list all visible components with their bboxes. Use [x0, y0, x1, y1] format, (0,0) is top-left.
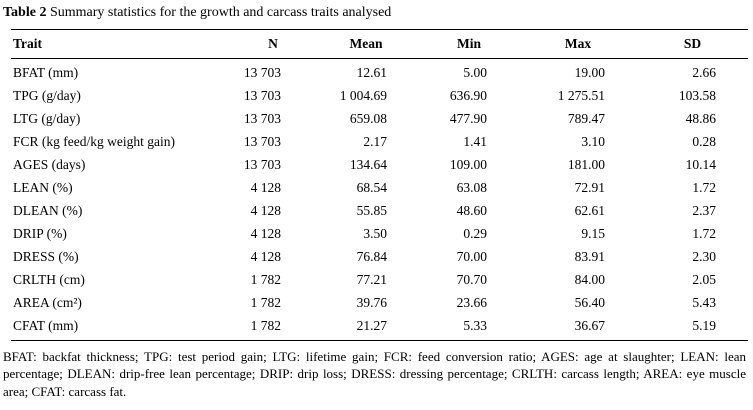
- cell-n: 4 128: [250, 203, 281, 219]
- cell-n: 1 782: [233, 314, 313, 342]
- cell-mean: 68.54: [356, 180, 387, 196]
- cell-n: 13 703: [243, 88, 281, 104]
- cell-trait: DLEAN (%): [13, 203, 83, 219]
- cell-min: 109.00: [449, 157, 487, 173]
- cell-mean: 2.17: [363, 134, 387, 150]
- cell-mean: 39.76: [356, 295, 387, 311]
- cell-min: 0.29: [463, 226, 487, 242]
- cell-sd: 48.86: [685, 111, 716, 127]
- column-header-min: Min: [419, 29, 519, 60]
- cell-trait: LTG (g/day): [13, 111, 81, 127]
- column-header-sd: SD: [637, 29, 748, 60]
- cell-mean: 134.64: [349, 157, 387, 173]
- cell-trait: FCR (kg feed/kg weight gain): [13, 134, 175, 150]
- table-row: DRESS (%) 4 128 76.84 70.00 83.91 2.30: [11, 246, 748, 269]
- table-row: CFAT (mm) 1 782 21.27 5.33 36.67 5.19: [11, 314, 748, 342]
- cell-n: 13 703: [243, 65, 281, 81]
- table-row: LEAN (%) 4 128 68.54 63.08 72.91 1.72: [11, 177, 748, 200]
- cell-n: 13 703: [243, 134, 281, 150]
- cell-trait: LEAN (%): [13, 180, 73, 196]
- cell-mean: 77.21: [356, 272, 387, 288]
- cell-sd: 2.66: [692, 65, 716, 81]
- cell-n: 4 128: [250, 180, 281, 196]
- cell-sd: 1.72: [692, 226, 716, 242]
- cell-trait: BFAT (mm): [13, 65, 79, 81]
- table-row: AGES (days) 13 703 134.64 109.00 181.00 …: [11, 154, 748, 177]
- column-header-max: Max: [519, 29, 637, 60]
- cell-mean: 1 004.69: [339, 88, 387, 104]
- cell-trait: AGES (days): [13, 157, 86, 173]
- cell-max: 1 275.51: [557, 88, 605, 104]
- table-row: FCR (kg feed/kg weight gain) 13 703 2.17…: [11, 131, 748, 154]
- cell-n: 1 782: [250, 272, 281, 288]
- table-header: Trait N Mean Min Max SD: [11, 29, 748, 60]
- cell-max: 84.00: [574, 272, 605, 288]
- cell-max: 19.00: [574, 65, 605, 81]
- table-row: LTG (g/day) 13 703 659.08 477.90 789.47 …: [11, 108, 748, 131]
- cell-max: 3.10: [581, 134, 605, 150]
- table-row: AREA (cm²) 1 782 39.76 23.66 56.40 5.43: [11, 292, 748, 315]
- table-row: CRLTH (cm) 1 782 77.21 70.70 84.00 2.05: [11, 269, 748, 292]
- cell-min: 5.00: [463, 65, 487, 81]
- table-footnote: BFAT: backfat thickness; TPG: test perio…: [3, 349, 746, 399]
- cell-n: 4 128: [250, 226, 281, 242]
- cell-min: 63.08: [456, 180, 487, 196]
- cell-sd: 5.19: [637, 314, 748, 342]
- cell-n: 13 703: [243, 111, 281, 127]
- column-header-mean: Mean: [313, 29, 419, 60]
- cell-trait: TPG (g/day): [13, 88, 81, 104]
- summary-statistics-table: Trait N Mean Min Max SD BFAT (mm) 13 703…: [11, 29, 748, 342]
- table-caption-label: Table 2: [3, 5, 47, 20]
- cell-min: 70.00: [456, 249, 487, 265]
- cell-trait: AREA (cm²): [13, 295, 82, 311]
- cell-sd: 5.43: [692, 295, 716, 311]
- cell-mean: 659.08: [349, 111, 387, 127]
- cell-sd: 2.30: [692, 249, 716, 265]
- table-caption-text: Summary statistics for the growth and ca…: [49, 5, 392, 20]
- cell-min: 23.66: [456, 295, 487, 311]
- column-header-n: N: [233, 29, 313, 60]
- cell-max: 56.40: [574, 295, 605, 311]
- table-row: TPG (g/day) 13 703 1 004.69 636.90 1 275…: [11, 85, 748, 108]
- cell-max: 9.15: [581, 226, 605, 242]
- cell-mean: 21.27: [313, 314, 419, 342]
- cell-min: 1.41: [463, 134, 487, 150]
- cell-sd: 10.14: [685, 157, 716, 173]
- cell-sd: 2.37: [692, 203, 716, 219]
- cell-trait: DRIP (%): [13, 226, 67, 242]
- cell-mean: 55.85: [356, 203, 387, 219]
- cell-max: 83.91: [574, 249, 605, 265]
- cell-sd: 2.05: [692, 272, 716, 288]
- cell-mean: 12.61: [356, 65, 387, 81]
- cell-trait: CRLTH (cm): [13, 272, 85, 288]
- column-header-trait: Trait: [11, 29, 233, 60]
- cell-sd: 103.58: [678, 88, 716, 104]
- cell-max: 181.00: [567, 157, 605, 173]
- cell-trait: DRESS (%): [13, 249, 79, 265]
- cell-mean: 3.50: [363, 226, 387, 242]
- header-row: Trait N Mean Min Max SD: [11, 29, 748, 60]
- cell-max: 72.91: [574, 180, 605, 196]
- cell-min: 70.70: [456, 272, 487, 288]
- table-row: BFAT (mm) 13 703 12.61 5.00 19.00 2.66: [11, 59, 748, 85]
- cell-max: 62.61: [574, 203, 605, 219]
- cell-min: 477.90: [449, 111, 487, 127]
- cell-max: 36.67: [519, 314, 637, 342]
- cell-max: 789.47: [567, 111, 605, 127]
- cell-sd: 1.72: [692, 180, 716, 196]
- cell-min: 48.60: [456, 203, 487, 219]
- table-caption: Table 2 Summary statistics for the growt…: [3, 3, 748, 29]
- cell-sd: 0.28: [692, 134, 716, 150]
- cell-min: 636.90: [449, 88, 487, 104]
- cell-n: 13 703: [243, 157, 281, 173]
- cell-trait: CFAT (mm): [11, 314, 233, 342]
- cell-mean: 76.84: [356, 249, 387, 265]
- table-row: DLEAN (%) 4 128 55.85 48.60 62.61 2.37: [11, 200, 748, 223]
- cell-n: 4 128: [250, 249, 281, 265]
- table-body: BFAT (mm) 13 703 12.61 5.00 19.00 2.66 T…: [11, 59, 748, 342]
- cell-min: 5.33: [419, 314, 519, 342]
- cell-n: 1 782: [250, 295, 281, 311]
- table-row: DRIP (%) 4 128 3.50 0.29 9.15 1.72: [11, 223, 748, 246]
